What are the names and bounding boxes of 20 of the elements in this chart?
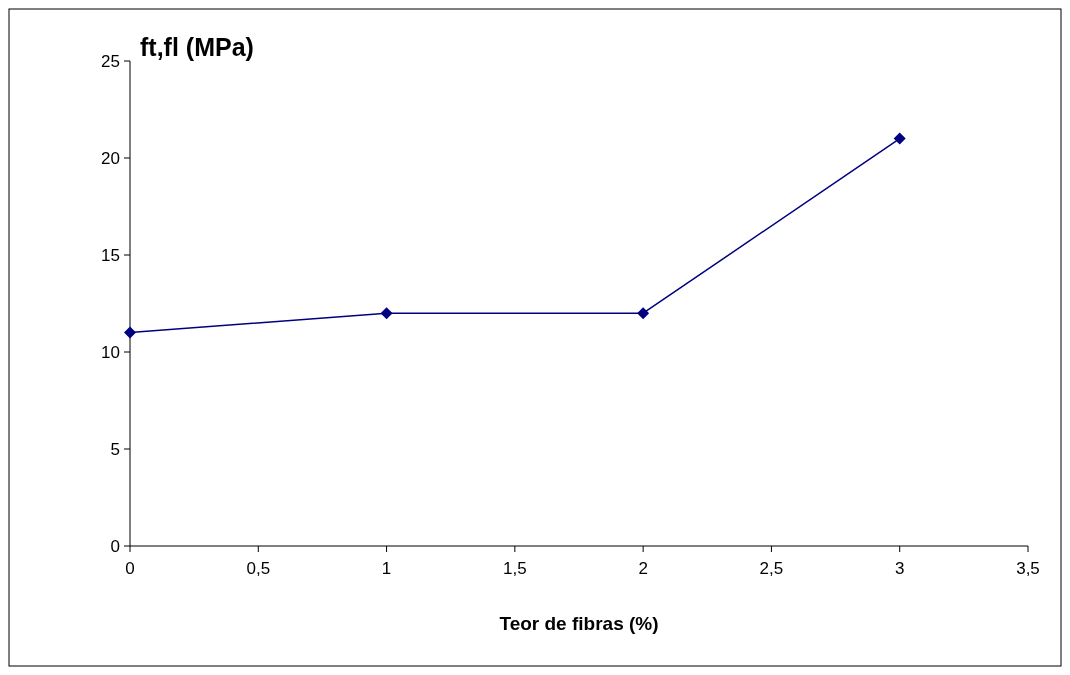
y-axis-title: ft,fl (MPa) [140,33,254,61]
x-tick-label: 0 [125,559,135,578]
point [893,132,906,145]
x-tick-label: 2,5 [759,559,784,578]
x-tick-label: 1,5 [503,559,527,578]
x-axis-title: Teor de fibras (%) [499,613,659,634]
x-tick-label: 3,5 [1016,559,1040,578]
point [380,307,393,320]
y-tick-label: 0 [110,536,120,556]
x-tick-label: 1 [381,559,392,578]
x-tick-label: 3 [894,559,905,578]
x-tick-label: 0,5 [246,559,271,578]
point [124,326,136,339]
point [637,307,650,320]
y-tick-label: 25 [101,51,120,71]
y-tick-label: 15 [101,245,120,265]
x-tick-label: 2 [638,559,648,578]
y-tick-label: 10 [101,342,120,362]
y-tick-label: 5 [110,439,120,459]
y-tick-label: 20 [101,148,120,168]
